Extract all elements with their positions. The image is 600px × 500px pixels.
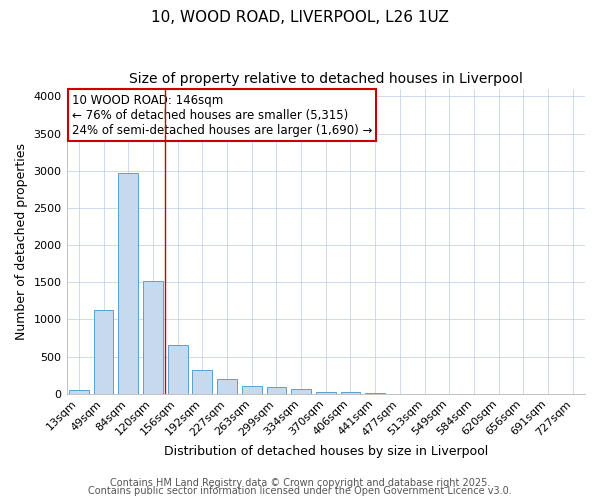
X-axis label: Distribution of detached houses by size in Liverpool: Distribution of detached houses by size … bbox=[164, 444, 488, 458]
Bar bbox=[365, 393, 385, 394]
Bar bbox=[69, 390, 89, 394]
Bar bbox=[316, 392, 335, 394]
Bar bbox=[291, 390, 311, 394]
Text: 10, WOOD ROAD, LIVERPOOL, L26 1UZ: 10, WOOD ROAD, LIVERPOOL, L26 1UZ bbox=[151, 10, 449, 25]
Bar bbox=[266, 386, 286, 394]
Bar bbox=[242, 386, 262, 394]
Bar bbox=[217, 379, 237, 394]
Text: Contains HM Land Registry data © Crown copyright and database right 2025.: Contains HM Land Registry data © Crown c… bbox=[110, 478, 490, 488]
Bar bbox=[118, 173, 138, 394]
Bar bbox=[341, 392, 361, 394]
Bar bbox=[94, 310, 113, 394]
Bar bbox=[143, 281, 163, 394]
Text: Contains public sector information licensed under the Open Government Licence v3: Contains public sector information licen… bbox=[88, 486, 512, 496]
Title: Size of property relative to detached houses in Liverpool: Size of property relative to detached ho… bbox=[129, 72, 523, 86]
Bar bbox=[168, 344, 188, 394]
Y-axis label: Number of detached properties: Number of detached properties bbox=[15, 143, 28, 340]
Text: 10 WOOD ROAD: 146sqm
← 76% of detached houses are smaller (5,315)
24% of semi-de: 10 WOOD ROAD: 146sqm ← 76% of detached h… bbox=[72, 94, 372, 136]
Bar bbox=[193, 370, 212, 394]
